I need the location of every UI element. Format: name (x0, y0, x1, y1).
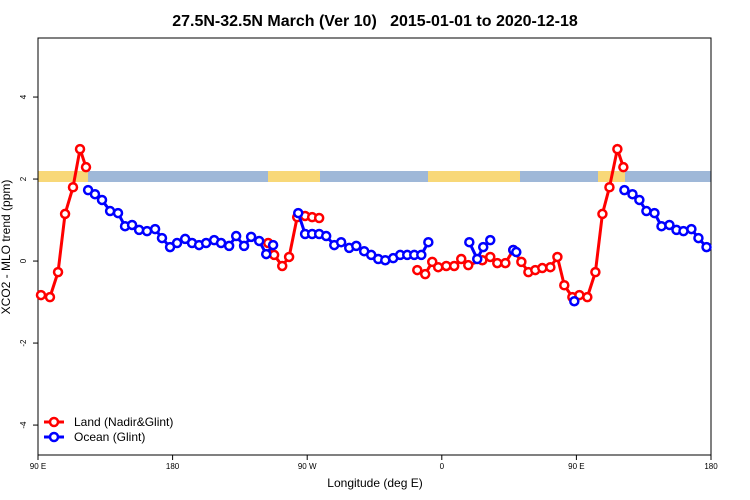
data-point (597, 208, 608, 220)
data-point (351, 240, 362, 252)
data-point (149, 223, 161, 235)
data-point (464, 236, 475, 248)
y-axis-label: XCO2 - MLO trend (ppm) (0, 180, 13, 315)
land-band (268, 171, 320, 182)
data-point (701, 241, 712, 253)
data-point (156, 232, 168, 244)
data-point (590, 266, 601, 278)
x-tick-label: 0 (440, 462, 445, 471)
y-tick-label: -4 (19, 421, 28, 429)
data-point (223, 240, 235, 252)
data-point (96, 194, 108, 206)
data-point (619, 184, 630, 196)
data-point (335, 236, 347, 248)
data-point (686, 223, 697, 235)
y-tick-label: 2 (19, 176, 28, 181)
y-tick-label: -2 (19, 339, 28, 347)
x-tick-label: 180 (166, 462, 180, 471)
legend-label: Land (Nadir&Glint) (74, 415, 173, 429)
data-point (641, 205, 652, 217)
series-line (87, 188, 708, 263)
data-point (664, 219, 675, 231)
y-tick-label: 4 (19, 94, 28, 99)
data-point (74, 143, 86, 155)
data-point (253, 235, 265, 247)
data-point (320, 230, 332, 242)
x-tick-label: 90 W (298, 462, 317, 471)
legend-label: Ocean (Glint) (74, 430, 145, 444)
data-point (245, 231, 257, 243)
data-point (112, 207, 124, 219)
plot-frame (37, 37, 712, 456)
data-point (618, 161, 629, 173)
data-point (693, 232, 704, 244)
data-point (582, 291, 593, 303)
data-point (80, 161, 92, 173)
data-point (126, 219, 138, 231)
x-axis-label: Longitude (deg E) (327, 476, 422, 490)
y-tick-label: 0 (19, 258, 28, 263)
data-point (412, 264, 423, 276)
land-band (38, 171, 88, 182)
data-point (200, 237, 212, 249)
data-point (267, 239, 279, 251)
data-point (500, 257, 511, 269)
legend-marker (48, 431, 60, 443)
data-point (89, 188, 101, 200)
data-point (477, 241, 489, 253)
data-point (67, 182, 79, 193)
chart-title: 27.5N-32.5N March (Ver 10) 2015-01-01 to… (172, 13, 578, 30)
data-point (238, 240, 250, 252)
ocean-band (38, 171, 711, 182)
data-point (455, 253, 467, 265)
data-point (141, 225, 153, 237)
data-point (416, 249, 427, 261)
data-point (559, 279, 570, 291)
data-point (516, 256, 527, 268)
data-point (604, 182, 615, 193)
data-point (552, 251, 563, 263)
data-point (569, 295, 580, 307)
data-point (627, 188, 638, 200)
data-point (59, 208, 71, 220)
data-point (260, 248, 272, 260)
data-point (448, 260, 460, 272)
data-point (283, 251, 295, 263)
data-point (537, 262, 548, 274)
data-point (276, 260, 288, 272)
data-point (485, 251, 496, 263)
data-point (423, 236, 434, 248)
data-point (492, 257, 503, 269)
data-point (44, 291, 56, 303)
data-point (612, 143, 623, 155)
data-point (485, 234, 496, 246)
data-point (463, 259, 474, 271)
data-point (313, 212, 325, 224)
data-point (215, 237, 227, 249)
data-point (511, 246, 522, 258)
x-tick-label: 90 E (568, 462, 584, 471)
x-tick-label: 90 E (30, 462, 46, 471)
data-point (52, 266, 64, 278)
data-point (230, 230, 242, 242)
data-point (634, 194, 645, 206)
data-point (471, 253, 483, 265)
data-point (171, 237, 183, 249)
data-point (656, 220, 667, 232)
land-band (428, 171, 520, 182)
data-point (35, 289, 47, 301)
legend-marker (48, 416, 60, 428)
data-point (133, 224, 145, 236)
x-tick-label: 180 (704, 462, 718, 471)
data-point (545, 261, 556, 273)
data-point (649, 207, 660, 219)
data-point (292, 207, 304, 219)
data-point (419, 268, 431, 280)
data-point (432, 261, 444, 273)
